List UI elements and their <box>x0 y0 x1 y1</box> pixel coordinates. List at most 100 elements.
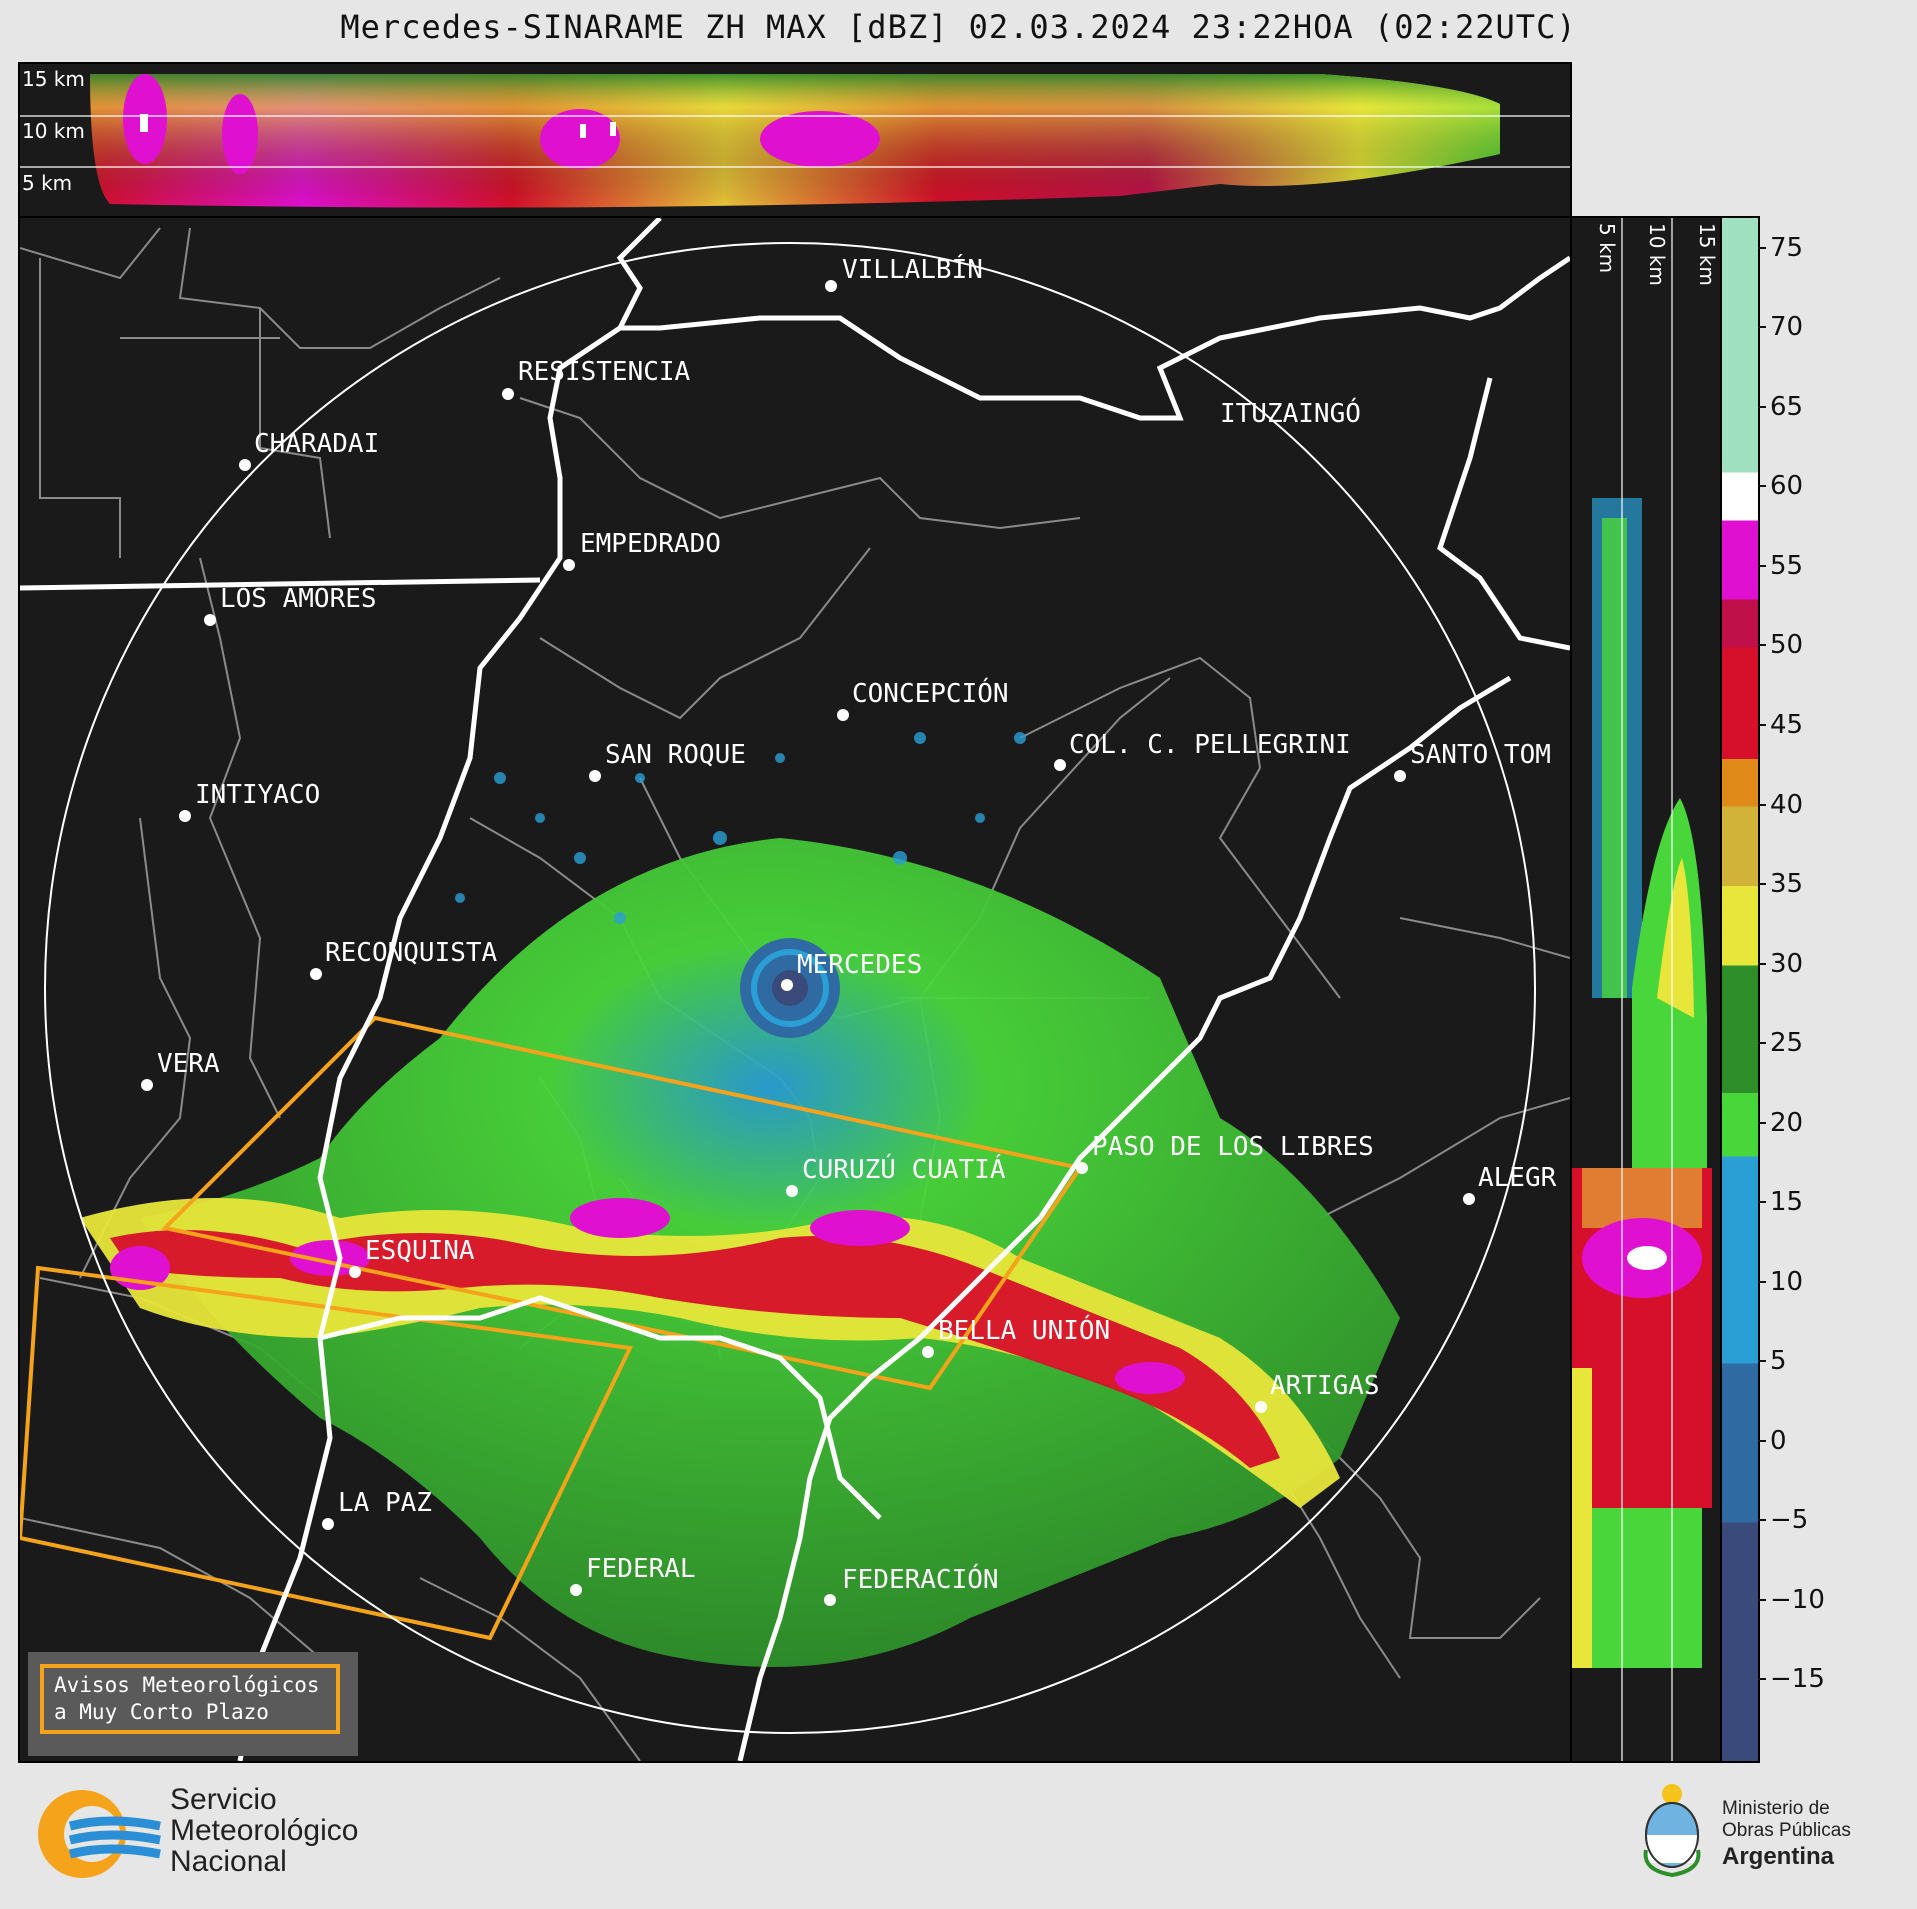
smn-text-line3: Nacional <box>170 1845 287 1878</box>
radar-map: VILLALBÍN RESISTENCIA CHARADAI ITUZAINGÓ… <box>20 218 1570 1761</box>
colorbar-tick-label: 0 <box>1770 1425 1787 1456</box>
warning-legend-box: Avisos Meteorológicos a Muy Corto Plazo <box>28 1652 358 1756</box>
colorbar-tick-label: 75 <box>1770 232 1804 263</box>
city-label-federacion: FEDERACIÓN <box>842 1563 999 1595</box>
city-dot-vera <box>141 1079 153 1091</box>
city-label-santo-tome: SANTO TOM <box>1410 740 1551 770</box>
argentina-coat-of-arms-icon <box>1643 1784 1701 1878</box>
right-height-label-10: 10 km <box>1645 223 1669 286</box>
city-label-intiyaco: INTIYACO <box>195 780 320 810</box>
top-height-label-5: 5 km <box>22 171 72 195</box>
rivers <box>20 218 1570 1761</box>
radar-echoes <box>80 732 1400 1667</box>
colorbar-tick-mark <box>1758 1201 1766 1204</box>
colorbar-tick-mark <box>1758 803 1766 806</box>
colorbar-tick-mark <box>1758 1280 1766 1283</box>
radar-map-panel: VILLALBÍN RESISTENCIA CHARADAI ITUZAINGÓ… <box>18 216 1572 1763</box>
city-dot-san-roque <box>589 770 601 782</box>
city-label-curuzu-cuatia: CURUZÚ CUATIÁ <box>802 1153 1006 1185</box>
colorbar-tick-label: −10 <box>1770 1584 1825 1615</box>
city-label-mercedes: MERCEDES <box>797 950 922 980</box>
ministry-text-line2: Obras Públicas <box>1722 1820 1851 1841</box>
city-dot-alegrete <box>1463 1193 1475 1205</box>
city-dot-intiyaco <box>179 810 191 822</box>
right-height-label-5: 5 km <box>1595 223 1619 273</box>
top-cross-section-plot: 15 km 10 km 5 km <box>20 67 1570 208</box>
colorbar-tick-label: 55 <box>1770 550 1804 581</box>
colorbar-tick-label: 10 <box>1770 1266 1804 1297</box>
colorbar-tick-label: 30 <box>1770 948 1804 979</box>
top-height-label-10: 10 km <box>22 119 85 143</box>
map-title: Mercedes-SINARAME ZH MAX [dBZ] 02.03.202… <box>340 8 1577 46</box>
colorbar-tick-label: 65 <box>1770 391 1804 422</box>
city-dot-curuzu-cuatia <box>786 1185 798 1197</box>
city-label-charadai: CHARADAI <box>254 429 379 459</box>
colorbar-tick-mark <box>1758 1598 1766 1601</box>
colorbar-tick-mark <box>1758 1678 1766 1681</box>
city-dot-esquina <box>349 1266 361 1278</box>
ministry-text-line1: Ministerio de <box>1722 1798 1830 1819</box>
colorbar-tick-mark <box>1758 724 1766 727</box>
colorbar-tick-mark <box>1758 1121 1766 1124</box>
city-dot-reconquista <box>310 968 322 980</box>
city-label-san-roque: SAN ROQUE <box>605 740 746 770</box>
city-label-alegrete: ALEGR <box>1478 1163 1557 1193</box>
colorbar-tick-label: 20 <box>1770 1107 1804 1138</box>
city-markers: VILLALBÍN RESISTENCIA CHARADAI ITUZAINGÓ… <box>141 253 1557 1606</box>
city-dot-villalbin <box>825 280 837 292</box>
colorbar-tick-label: 5 <box>1770 1346 1787 1377</box>
colorbar-tick-label: 60 <box>1770 471 1804 502</box>
city-label-col-pellegrini: COL. C. PELLEGRINI <box>1069 730 1351 760</box>
city-label-villalbin: VILLALBÍN <box>842 253 983 285</box>
city-dot-artigas <box>1255 1401 1267 1413</box>
city-label-esquina: ESQUINA <box>365 1236 475 1266</box>
city-dot-federal <box>570 1584 582 1596</box>
warning-legend-frame: Avisos Meteorológicos a Muy Corto Plazo <box>40 1664 340 1734</box>
top-height-label-15: 15 km <box>22 67 85 91</box>
city-dot-paso-libres <box>1076 1162 1088 1174</box>
city-label-artigas: ARTIGAS <box>1270 1371 1380 1401</box>
city-dot-col-pellegrini <box>1054 759 1066 771</box>
right-cross-section-plot: 5 km 10 km 15 km <box>1572 218 1719 1761</box>
colorbar-tick-mark <box>1758 1042 1766 1045</box>
city-dot-federacion <box>824 1594 836 1606</box>
city-label-empedrado: EMPEDRADO <box>580 529 721 559</box>
ministry-text-line3: Argentina <box>1722 1843 1835 1870</box>
colorbar-tick-label: 50 <box>1770 630 1804 661</box>
city-dot-charadai <box>239 459 251 471</box>
city-label-bella-union: BELLA UNIÓN <box>938 1314 1110 1346</box>
colorbar-tick-mark <box>1758 1519 1766 1522</box>
city-label-reconquista: RECONQUISTA <box>325 938 498 968</box>
ministry-logo-text: Ministerio de Obras Públicas Argentina <box>1722 1798 1851 1872</box>
city-dot-bella-union <box>922 1346 934 1358</box>
warning-polygons <box>20 1015 1084 1641</box>
top-cross-section-panel: 15 km 10 km 5 km <box>18 62 1572 218</box>
colorbar-tick-mark <box>1758 962 1766 965</box>
colorbar-tick-label: 25 <box>1770 1028 1804 1059</box>
smn-logo-text: Servicio Meteorológico Nacional <box>170 1784 358 1877</box>
city-label-resistencia: RESISTENCIA <box>518 357 691 387</box>
city-dot-santo-tome <box>1394 770 1406 782</box>
colorbar-tick-mark <box>1758 883 1766 886</box>
city-label-ituzaingo: ITUZAINGÓ <box>1220 397 1361 429</box>
colorbar-tick-mark <box>1758 564 1766 567</box>
warning-legend-line1: Avisos Meteorológicos <box>54 1673 320 1697</box>
city-label-concepcion: CONCEPCIÓN <box>852 677 1009 709</box>
city-label-federal: FEDERAL <box>586 1554 696 1584</box>
city-label-paso-libres: PASO DE LOS LIBRES <box>1092 1132 1374 1162</box>
city-label-vera: VERA <box>157 1049 220 1079</box>
city-dot-resistencia <box>502 388 514 400</box>
colorbar-tick-mark <box>1758 644 1766 647</box>
colorbar-tick-label: −15 <box>1770 1664 1825 1695</box>
range-ring <box>44 242 1536 1734</box>
colorbar-tick-label: 40 <box>1770 789 1804 820</box>
colorbar-tick-mark <box>1758 246 1766 249</box>
city-dot-empedrado <box>563 559 575 571</box>
colorbar-tick-label: −5 <box>1770 1505 1809 1536</box>
city-dot-mercedes <box>781 979 793 991</box>
right-height-label-15: 15 km <box>1695 223 1719 286</box>
colorbar-tick-label: 35 <box>1770 869 1804 900</box>
colorbar-tick-label: 15 <box>1770 1187 1804 1218</box>
smn-logo-icon <box>38 1790 161 1878</box>
city-dot-los-amores <box>204 614 216 626</box>
